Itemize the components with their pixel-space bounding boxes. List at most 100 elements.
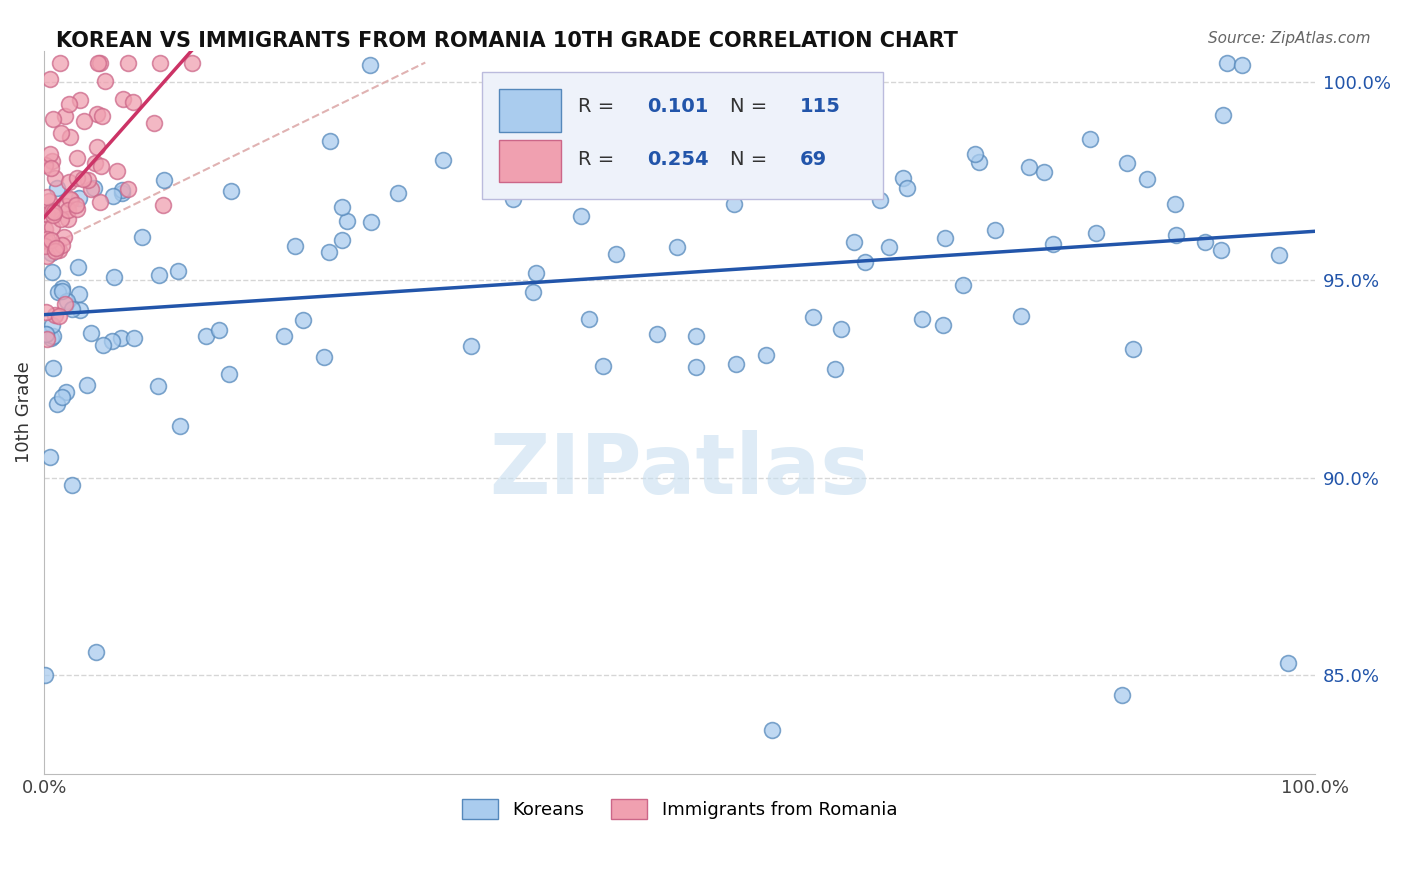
Point [1018,161,1040,175]
Point [932,318,955,333]
Point [142,116,165,130]
Point [35,190,58,204]
Point [111,92,134,106]
Point [122,95,145,110]
Point [181,55,204,70]
Point [55,296,77,310]
Point [432,153,454,168]
Point [645,326,668,341]
Point [69,93,91,107]
Point [318,245,340,260]
Point [84,156,107,170]
Point [45,241,67,255]
Point [761,723,783,737]
Point [41,220,63,235]
Text: Source: ZipAtlas.com: Source: ZipAtlas.com [1208,31,1371,46]
Point [34,304,56,318]
Point [911,311,934,326]
Point [34,159,56,173]
Point [578,312,600,326]
Legend: Koreans, Immigrants from Romania: Koreans, Immigrants from Romania [454,791,904,827]
Point [721,160,744,174]
Point [1085,226,1108,240]
Point [41,161,63,175]
Point [1136,172,1159,186]
Point [153,173,176,187]
Point [1277,656,1299,670]
Point [685,359,707,374]
Point [38,194,60,208]
Point [90,109,112,123]
Point [853,254,876,268]
Point [38,72,60,87]
Point [38,450,60,464]
Point [131,229,153,244]
Point [219,184,242,198]
Point [46,181,69,195]
Point [35,326,58,341]
Point [44,171,66,186]
Text: R =: R = [578,150,620,169]
Point [984,222,1007,236]
Point [59,193,82,207]
Point [41,204,63,219]
Point [101,189,124,203]
Point [330,200,353,214]
Point [86,140,108,154]
Point [72,172,94,186]
Point [41,264,63,278]
Point [49,211,72,226]
Point [896,181,918,195]
Point [41,233,63,247]
Point [101,334,124,348]
Point [336,214,359,228]
Point [51,238,73,252]
Point [124,331,146,345]
Point [1042,236,1064,251]
Point [93,74,115,88]
Point [148,268,170,283]
Point [208,323,231,337]
Point [284,239,307,253]
Point [67,286,90,301]
Point [41,153,63,168]
Point [723,197,745,211]
Point [83,181,105,195]
Point [967,155,990,169]
Point [69,303,91,318]
Point [39,245,62,260]
Point [149,55,172,70]
Point [749,145,772,160]
Point [35,326,58,341]
Text: ZIPatlas: ZIPatlas [489,430,870,511]
Point [34,222,56,236]
Point [103,269,125,284]
Text: 69: 69 [800,150,827,169]
FancyBboxPatch shape [482,72,883,199]
Point [35,232,58,246]
Point [479,149,502,163]
Point [65,202,87,217]
Point [34,238,56,252]
Point [42,204,65,219]
Point [111,186,134,200]
Point [605,247,627,261]
Point [360,215,382,229]
Point [1164,196,1187,211]
Point [37,249,59,263]
Point [460,338,482,352]
Point [66,170,89,185]
Point [273,329,295,343]
Point [592,359,614,374]
Point [869,193,891,207]
Point [58,175,80,189]
Point [111,183,134,197]
Point [110,331,132,345]
FancyBboxPatch shape [499,140,561,182]
Point [359,58,381,72]
Point [51,390,73,404]
Point [46,285,69,299]
Point [89,194,111,209]
Point [524,266,547,280]
Point [1216,55,1239,70]
